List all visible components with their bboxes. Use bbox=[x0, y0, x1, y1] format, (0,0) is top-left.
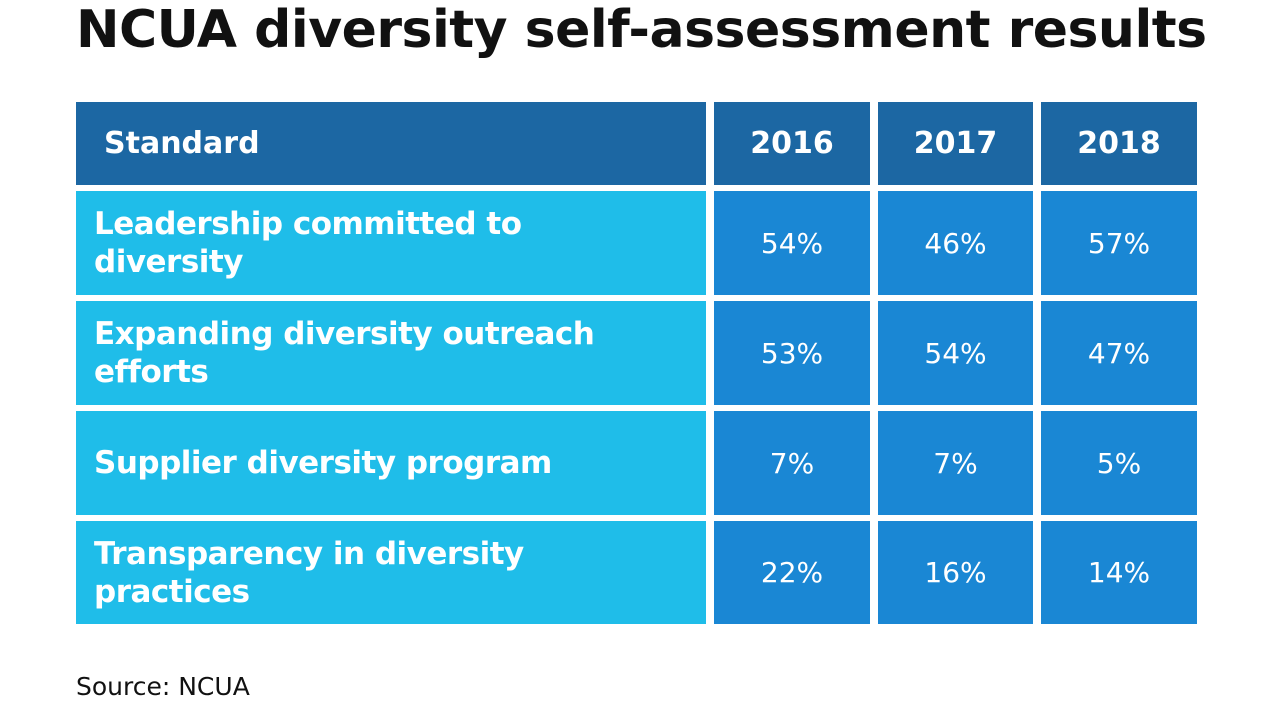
value-cell-text: 54% bbox=[760, 226, 824, 260]
value-cell-text: 14% bbox=[1087, 556, 1151, 589]
row-label-text: Leadership committed to diversity bbox=[94, 206, 522, 280]
header-cell: Standard bbox=[76, 102, 706, 185]
row-label: Supplier diversity program bbox=[76, 411, 706, 515]
value-cell-text: 5% bbox=[1096, 446, 1142, 480]
source: Source: NCUA bbox=[76, 672, 250, 701]
row-label-text: Supplier diversity program bbox=[94, 445, 552, 481]
row-label-text: Expanding diversity outreach efforts bbox=[94, 316, 595, 390]
value-cell: 57% bbox=[1041, 191, 1197, 295]
value-cell-text: 46% bbox=[924, 226, 987, 260]
value-cell: 7% bbox=[878, 411, 1033, 515]
value-cell: 46% bbox=[878, 191, 1033, 295]
value-cell: 53% bbox=[714, 301, 870, 405]
value-cell: 47% bbox=[1041, 301, 1197, 405]
value-cell-text: 57% bbox=[1087, 226, 1151, 260]
row-label: Expanding diversity outreach efforts bbox=[76, 301, 706, 405]
value-cell-text: 7% bbox=[933, 446, 978, 480]
header-cell: 2017 bbox=[878, 102, 1033, 185]
value-cell-text: 22% bbox=[760, 556, 824, 589]
value-cell: 54% bbox=[878, 301, 1033, 405]
header-cell-text: Standard bbox=[104, 126, 260, 161]
row-label-text: Transparency in diversity practices bbox=[94, 535, 524, 610]
title: NCUA diversity self-assessment results bbox=[76, 0, 1207, 60]
value-cell-text: 54% bbox=[924, 336, 987, 370]
value-cell-text: 47% bbox=[1087, 336, 1151, 370]
value-cell-text: 7% bbox=[769, 446, 815, 480]
value-cell: 54% bbox=[714, 191, 870, 295]
header-cell-text: 2017 bbox=[913, 126, 998, 161]
value-cell: 22% bbox=[714, 521, 870, 624]
value-cell-text: 16% bbox=[924, 556, 987, 589]
value-cell: 14% bbox=[1041, 521, 1197, 624]
row-label: Transparency in diversity practices bbox=[76, 521, 706, 624]
header-cell-text: 2016 bbox=[750, 126, 834, 161]
row-label: Leadership committed to diversity bbox=[76, 191, 706, 295]
value-cell-text: 53% bbox=[760, 336, 824, 370]
header-cell-text: 2018 bbox=[1077, 126, 1161, 161]
value-cell: 16% bbox=[878, 521, 1033, 624]
header-cell: 2018 bbox=[1041, 102, 1197, 185]
value-cell: 5% bbox=[1041, 411, 1197, 515]
value-cell: 7% bbox=[714, 411, 870, 515]
header-cell: 2016 bbox=[714, 102, 870, 185]
